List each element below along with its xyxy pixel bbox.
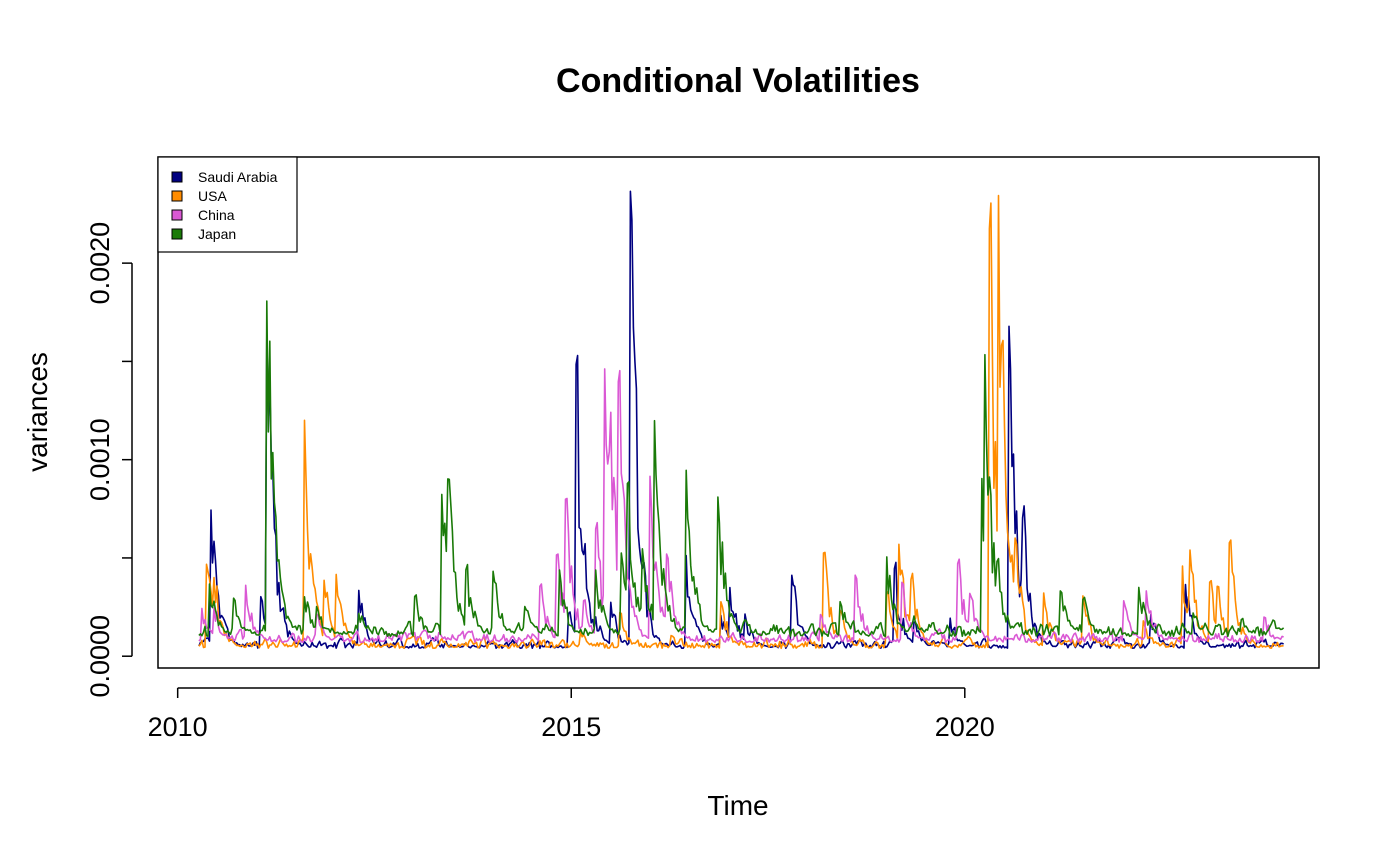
x-axis-label: Time	[707, 790, 768, 821]
y-axis-label: variances	[22, 352, 53, 472]
legend-swatch	[171, 171, 183, 183]
y-axis: 0.0000 0.0010 0.0020	[85, 222, 133, 698]
series-line-china	[198, 368, 1284, 644]
x-tick-label: 2020	[935, 712, 995, 742]
y-tick-label: 0.0010	[85, 418, 115, 501]
legend: Saudi Arabia USA China Japan	[157, 156, 298, 253]
y-tick-label: 0.0020	[85, 222, 115, 305]
plot-area	[198, 190, 1285, 650]
legend-label: Saudi Arabia	[198, 169, 278, 185]
plot-frame	[157, 156, 1320, 669]
y-tick-label: 0.0000	[85, 615, 115, 698]
legend-label: China	[198, 207, 235, 223]
series-line-saudi-arabia	[198, 190, 1284, 650]
x-tick-label: 2010	[148, 712, 208, 742]
series-line-japan	[198, 300, 1285, 638]
legend-label: USA	[198, 188, 227, 204]
legend-label: Japan	[198, 226, 236, 242]
x-tick-label: 2015	[541, 712, 601, 742]
chart-title: Conditional Volatilities	[556, 62, 920, 100]
legend-swatch	[171, 190, 183, 202]
x-axis: 2010 2015 2020	[148, 687, 995, 742]
series-line-usa	[198, 194, 1284, 650]
legend-swatch	[171, 209, 183, 221]
legend-swatch	[171, 228, 183, 240]
